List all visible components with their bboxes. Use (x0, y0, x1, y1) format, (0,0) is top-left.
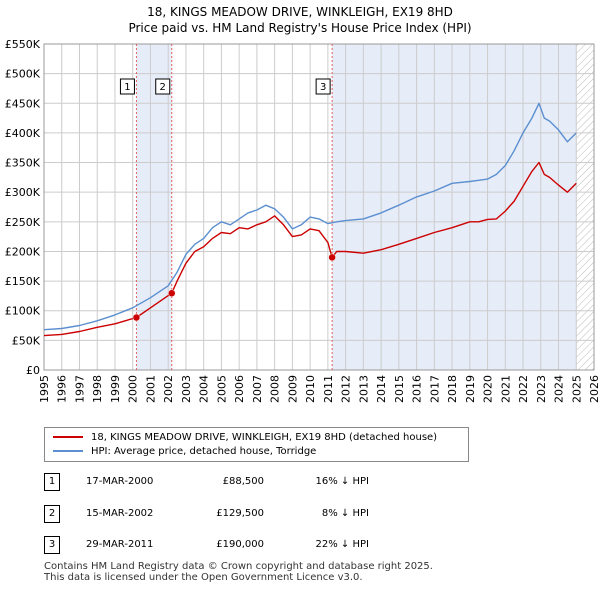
transaction-date: 17-MAR-2000 (86, 476, 154, 487)
y-tick-label: £150K (5, 275, 41, 288)
x-tick-label: 2018 (446, 375, 459, 403)
y-tick-label: £300K (5, 186, 41, 199)
x-tick-label: 2024 (553, 375, 566, 403)
sale-number-label: 2 (160, 82, 166, 93)
sale-point (167, 289, 176, 297)
x-tick-label: 2002 (162, 375, 175, 403)
footer: Contains HM Land Registry data © Crown c… (44, 561, 433, 583)
sale-point (328, 253, 336, 262)
x-tick-label: 2026 (588, 375, 600, 403)
y-tick-label: £550K (5, 38, 41, 51)
sale-number-box (315, 78, 331, 95)
x-tick-label: 2000 (127, 375, 140, 403)
y-tick-label: £100K (5, 305, 41, 318)
transaction-date: 29-MAR-2011 (86, 539, 154, 550)
x-tick-label: 2013 (357, 375, 370, 403)
x-tick-label: 2008 (269, 375, 282, 403)
legend-swatch-property (53, 436, 83, 438)
x-tick-label: 2001 (144, 375, 157, 403)
legend-label-property: 18, KINGS MEADOW DRIVE, WINKLEIGH, EX19 … (91, 432, 438, 443)
footer-copyright: Contains HM Land Registry data © Crown c… (44, 561, 433, 572)
legend-swatch-hpi (53, 450, 83, 452)
chart-title: 18, KINGS MEADOW DRIVE, WINKLEIGH, EX19 … (0, 4, 600, 36)
x-tick-label: 2019 (464, 375, 477, 403)
x-tick-label: 2004 (198, 375, 211, 403)
transaction-price: £190,000 (216, 539, 264, 550)
x-tick-label: 2011 (322, 375, 335, 403)
transaction-hpi-diff: 8% ↓ HPI (321, 508, 369, 519)
x-tick-label: 1996 (56, 375, 69, 403)
legend-item-hpi: HPI: Average price, detached house, Torr… (53, 445, 316, 459)
transaction-date: 15-MAR-2002 (86, 508, 154, 519)
hatched-region (576, 44, 594, 370)
shaded-region (136, 44, 172, 370)
chart-legend: 18, KINGS MEADOW DRIVE, WINKLEIGH, EX19 … (44, 427, 469, 462)
legend-label-hpi: HPI: Average price, detached house, Torr… (91, 446, 317, 457)
y-tick-label: £500K (5, 68, 41, 81)
x-tick-label: 1997 (73, 375, 86, 403)
footer-licence: This data is licensed under the Open Gov… (44, 572, 363, 583)
transaction-number: 1 (44, 473, 60, 491)
sale-number-box (119, 78, 135, 95)
shaded-region (332, 44, 577, 370)
chart-title-line1: 18, KINGS MEADOW DRIVE, WINKLEIGH, EX19 … (147, 5, 453, 19)
x-tick-label: 2014 (375, 375, 388, 403)
x-tick-label: 1999 (109, 375, 122, 403)
y-tick-label: £0 (26, 364, 40, 377)
y-tick-label: £50K (12, 334, 41, 347)
transaction-number: 3 (44, 536, 60, 554)
x-tick-label: 1995 (38, 375, 51, 403)
x-tick-label: 2009 (286, 375, 299, 403)
y-tick-label: £350K (5, 157, 41, 170)
x-tick-label: 2020 (482, 375, 495, 403)
price-chart: £0 £50K £100K £150K £200K £250K £300K £350K £400… (5, 38, 600, 403)
x-tick-label: 2016 (411, 375, 424, 403)
x-tick-label: 2010 (304, 375, 317, 403)
x-tick-label: 1998 (91, 375, 104, 403)
transaction-hpi-diff: 22% ↓ HPI (315, 539, 369, 550)
sale-number-box (155, 78, 171, 95)
property-price-line (43, 161, 577, 337)
y-tick-label: £450K (5, 97, 41, 110)
x-tick-label: 2012 (340, 375, 353, 403)
legend-item-property: 18, KINGS MEADOW DRIVE, WINKLEIGH, EX19 … (53, 431, 437, 445)
sale-number-label: 1 (124, 82, 130, 93)
plot-border (43, 43, 595, 371)
x-tick-label: 2023 (535, 375, 548, 403)
y-tick-label: £200K (5, 245, 41, 258)
transaction-number: 2 (44, 505, 60, 523)
x-tick-label: 2015 (393, 375, 406, 403)
transaction-price: £88,500 (222, 476, 264, 487)
transaction-hpi-diff: 16% ↓ HPI (315, 476, 369, 487)
x-tick-label: 2007 (251, 375, 264, 403)
x-tick-label: 2006 (233, 375, 246, 403)
chart-title-line2: Price paid vs. HM Land Registry's House … (128, 21, 472, 35)
x-tick-label: 2005 (215, 375, 228, 403)
hpi-line (43, 102, 577, 331)
x-tick-label: 2021 (499, 375, 512, 403)
x-tick-label: 2022 (517, 375, 530, 403)
x-tick-label: 2025 (570, 375, 583, 403)
y-tick-label: £250K (5, 216, 41, 229)
y-tick-label: £400K (5, 127, 41, 140)
x-tick-label: 2017 (428, 375, 441, 403)
transaction-price: £129,500 (216, 508, 264, 519)
sale-number-label: 3 (320, 82, 326, 93)
sale-point (132, 313, 141, 322)
x-tick-label: 2003 (180, 375, 193, 403)
